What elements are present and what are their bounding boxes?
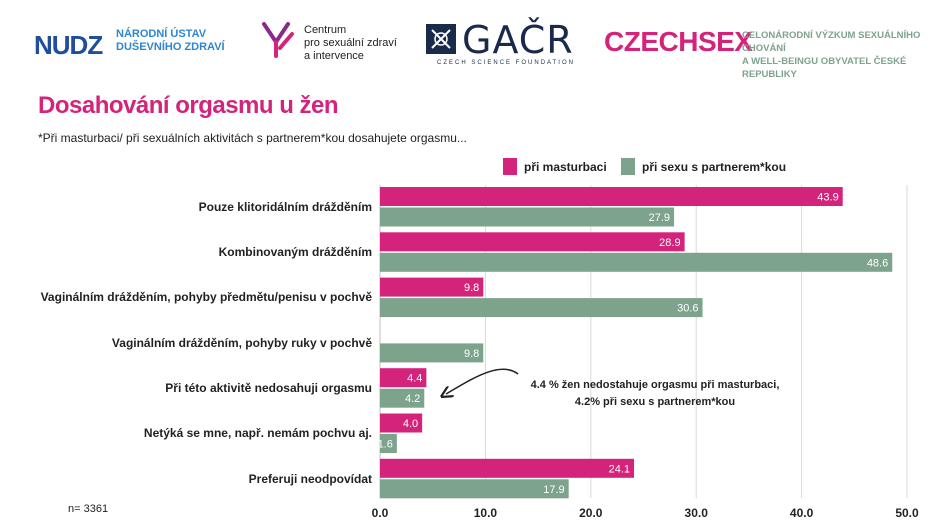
chart-title: Dosahování orgasmu u žen — [38, 92, 339, 119]
annotation-text: 4.4 % žen nedostahuje orgasmu při mastur… — [520, 377, 790, 411]
bar-masturbation — [380, 187, 843, 206]
bar-masturbation — [380, 458, 635, 478]
bar-masturbation — [380, 232, 685, 252]
header-logos: NUDZ NÁRODNÍ ÚSTAV DUŠEVNÍHO ZDRAVÍ Cent… — [0, 0, 945, 80]
nudz-logo-text: NÁRODNÍ ÚSTAV DUŠEVNÍHO ZDRAVÍ — [116, 28, 256, 54]
legend-swatch-partner — [621, 158, 635, 175]
chart-subtitle: *Při masturbaci/ při sexuálních aktivitá… — [38, 131, 467, 145]
bar-value-label: 24.1 — [609, 463, 630, 475]
bar-value-label: 4.4 — [407, 373, 422, 385]
bar-value-label: 27.9 — [649, 212, 670, 224]
x-tick-label: 50.0 — [895, 506, 919, 520]
bar-value-label: 1.6 — [378, 439, 393, 451]
nudz-line2: DUŠEVNÍHO ZDRAVÍ — [116, 41, 225, 53]
x-tick-label: 0.0 — [372, 506, 389, 520]
legend-label-partner: při sexu s partnerem*kou — [642, 159, 787, 174]
bar-partner — [380, 252, 893, 272]
bar-value-label: 17.9 — [543, 484, 564, 496]
category-label: Při této aktivitě nedosahuji orgasmu — [165, 380, 372, 395]
legend-label-masturbation: při masturbaci — [524, 159, 607, 174]
centrum-line3: a intervence — [304, 50, 364, 62]
bar-value-label: 48.6 — [867, 257, 888, 269]
legend-item-masturbation: při masturbaci — [503, 158, 607, 175]
x-tick-label: 10.0 — [474, 506, 498, 520]
category-label: Vaginálním drážděním, pohyby předmětu/pe… — [40, 290, 372, 305]
category-label: Preferuji neodpovídat — [248, 471, 372, 486]
category-label: Kombinovaným drážděním — [218, 245, 372, 260]
gacr-subtitle: CZECH SCIENCE FOUNDATION — [437, 60, 575, 66]
legend-swatch-masturbation — [503, 158, 517, 175]
sample-size-note: n= 3361 — [68, 503, 109, 515]
bar-masturbation — [380, 368, 427, 388]
czechsex-tagline: CELONÁRODNÍ VÝZKUM SEXUÁLNÍHO CHOVÁNÍ A … — [742, 29, 942, 81]
bar-partner — [380, 434, 397, 453]
bar-partner — [380, 298, 703, 318]
bar-partner — [380, 479, 569, 499]
annotation-line1: 4.4 % žen nedostahuje orgasmu při mastur… — [530, 379, 780, 391]
nudz-logo-mark: NUDZ — [34, 30, 103, 60]
centrum-logo-text: Centrum pro sexuální zdraví a intervence — [304, 24, 424, 63]
centrum-line1: Centrum — [304, 24, 347, 36]
czechsex-line1: CELONÁRODNÍ VÝZKUM SEXUÁLNÍHO CHOVÁNÍ — [742, 30, 921, 54]
bar-value-label: 4.0 — [403, 418, 418, 430]
x-tick-label: 20.0 — [579, 506, 603, 520]
category-label: Netýká se mne, např. nemám pochvu aj. — [143, 426, 372, 441]
bar-value-label: 28.9 — [659, 237, 680, 249]
bar-value-label: 9.8 — [464, 282, 479, 294]
gacr-emblem-icon — [426, 24, 456, 54]
bar-value-label: 9.8 — [464, 348, 479, 360]
bar-partner — [380, 207, 675, 227]
x-tick-label: 40.0 — [790, 506, 814, 520]
category-label: Vaginálním drážděním, pohyby ruky v poch… — [111, 335, 372, 350]
category-label: Pouze klitoridálním drážděním — [198, 199, 372, 214]
nudz-line1: NÁRODNÍ ÚSTAV — [116, 28, 207, 40]
annotation-line2: 4.2% při sexu s partnerem*kou — [574, 396, 736, 408]
czechsex-wordmark: CZECHSEX — [604, 26, 753, 57]
czechsex-line2: A WELL-BEINGU OBYVATEL ČESKÉ REPUBLIKY — [742, 56, 907, 80]
bar-masturbation — [380, 413, 423, 433]
bar-value-label: 43.9 — [817, 192, 838, 204]
bar-partner — [380, 388, 425, 408]
centrum-line2: pro sexuální zdraví — [304, 37, 397, 49]
annotation-arrow — [446, 368, 519, 394]
bar-masturbation — [380, 277, 484, 297]
bar-partner — [380, 343, 484, 363]
legend-item-partner: při sexu s partnerem*kou — [621, 158, 786, 175]
gacr-wordmark: GAČR — [462, 18, 574, 62]
bar-value-label: 4.2 — [405, 393, 420, 405]
centrum-logo-icon — [262, 22, 294, 58]
x-tick-label: 30.0 — [685, 506, 709, 520]
bar-value-label: 30.6 — [677, 303, 698, 315]
